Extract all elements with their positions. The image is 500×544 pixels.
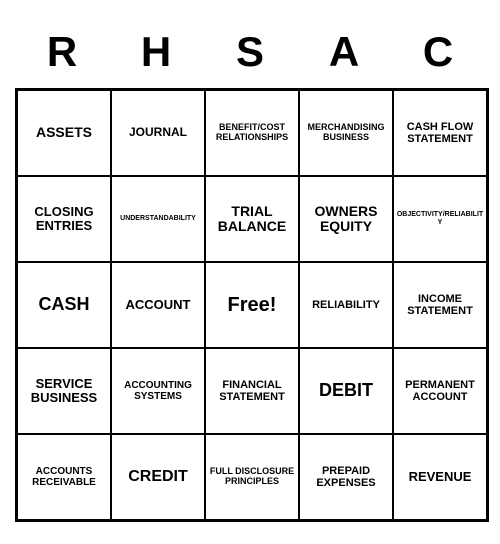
cell-2-3[interactable]: RELIABILITY — [299, 262, 393, 348]
cell-4-3[interactable]: PREPAID EXPENSES — [299, 434, 393, 520]
bingo-card: R H S A C ASSETS JOURNAL BENEFIT/COST RE… — [15, 20, 485, 522]
cell-0-3[interactable]: MERCHANDISING BUSINESS — [299, 90, 393, 176]
cell-3-3[interactable]: DEBIT — [299, 348, 393, 434]
cell-0-1[interactable]: JOURNAL — [111, 90, 205, 176]
bingo-grid: ASSETS JOURNAL BENEFIT/COST RELATIONSHIP… — [15, 88, 489, 522]
cell-0-4[interactable]: CASH FLOW STATEMENT — [393, 90, 487, 176]
header-row: R H S A C — [15, 20, 485, 84]
cell-0-2[interactable]: BENEFIT/COST RELATIONSHIPS — [205, 90, 299, 176]
cell-2-0[interactable]: CASH — [17, 262, 111, 348]
cell-2-2-free[interactable]: Free! — [205, 262, 299, 348]
header-cell-4: C — [391, 20, 485, 84]
header-cell-0: R — [15, 20, 109, 84]
cell-0-0[interactable]: ASSETS — [17, 90, 111, 176]
cell-3-2[interactable]: FINANCIAL STATEMENT — [205, 348, 299, 434]
cell-1-3[interactable]: OWNERS EQUITY — [299, 176, 393, 262]
cell-3-0[interactable]: SERVICE BUSINESS — [17, 348, 111, 434]
cell-4-0[interactable]: ACCOUNTS RECEIVABLE — [17, 434, 111, 520]
cell-1-4[interactable]: OBJECTIVITY/RELIABILITY — [393, 176, 487, 262]
cell-1-1[interactable]: UNDERSTANDABILITY — [111, 176, 205, 262]
cell-1-0[interactable]: CLOSING ENTRIES — [17, 176, 111, 262]
cell-4-4[interactable]: REVENUE — [393, 434, 487, 520]
header-cell-2: S — [203, 20, 297, 84]
cell-2-4[interactable]: INCOME STATEMENT — [393, 262, 487, 348]
cell-1-2[interactable]: TRIAL BALANCE — [205, 176, 299, 262]
cell-3-4[interactable]: PERMANENT ACCOUNT — [393, 348, 487, 434]
cell-4-2[interactable]: FULL DISCLOSURE PRINCIPLES — [205, 434, 299, 520]
header-cell-3: A — [297, 20, 391, 84]
cell-3-1[interactable]: ACCOUNTING SYSTEMS — [111, 348, 205, 434]
cell-4-1[interactable]: CREDIT — [111, 434, 205, 520]
cell-2-1[interactable]: ACCOUNT — [111, 262, 205, 348]
header-cell-1: H — [109, 20, 203, 84]
